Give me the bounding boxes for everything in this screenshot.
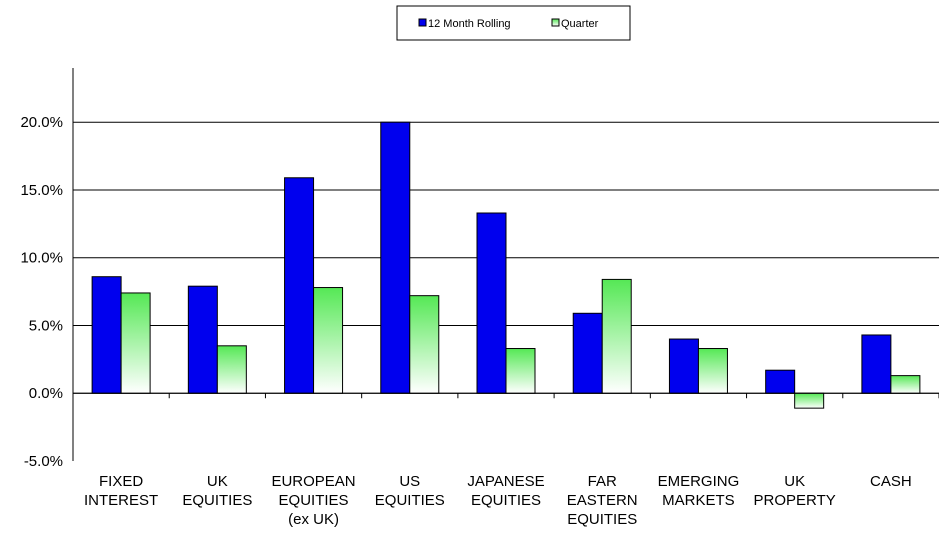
bar-12-month-rolling [861,334,892,394]
bar-quarter [890,375,921,394]
bar-quarter [409,295,440,394]
x-category-label: JAPANESE EQUITIES [467,473,544,509]
bar-12-month-rolling [284,177,315,394]
bar-12-month-rolling [91,276,122,394]
x-category-label: EUROPEAN EQUITIES (ex UK) [271,473,355,528]
bar-12-month-rolling [476,212,507,394]
y-tick-label: 0.0% [29,385,63,402]
x-category-label: UK PROPERTY [754,473,836,509]
x-category-label: UK EQUITIES [182,473,252,509]
x-category-label: US EQUITIES [375,473,445,509]
legend-box [396,5,631,41]
y-tick-label: -5.0% [24,453,63,470]
bars [91,121,921,409]
x-category-label: CASH [870,473,912,490]
legend-label: 12 Month Rolling [428,18,511,30]
x-category-label: EMERGING MARKETS [658,473,740,509]
bar-12-month-rolling [765,369,796,394]
axis-labels: -5.0% 0.0% 5.0% 10.0% 15.0% 20.0% FIXED INTERES… [20,114,911,528]
y-tick-label: 5.0% [29,317,63,334]
legend-label: Quarter [561,18,599,30]
legend: 12 Month Rolling Quarter [396,5,631,41]
bar-quarter [697,348,728,394]
bar-12-month-rolling [187,285,218,394]
bar-quarter [216,345,247,394]
x-category-label: FAR EASTERN EQUITIES [567,473,638,528]
bar-12-month-rolling [380,121,411,394]
y-tick-label: 10.0% [20,250,63,267]
axes [72,68,939,461]
legend-swatch [418,18,427,27]
bar-quarter [313,287,344,394]
bar-12-month-rolling [572,312,603,394]
bar-quarter [505,348,536,394]
legend-swatch [551,18,560,27]
y-tick-label: 20.0% [20,114,63,131]
bar-quarter [120,292,151,394]
bar-12-month-rolling [668,338,699,394]
x-category-label: FIXED INTEREST [84,473,158,509]
y-tick-label: 15.0% [20,182,63,199]
bar-quarter [601,278,632,394]
bar-quarter [794,392,825,409]
